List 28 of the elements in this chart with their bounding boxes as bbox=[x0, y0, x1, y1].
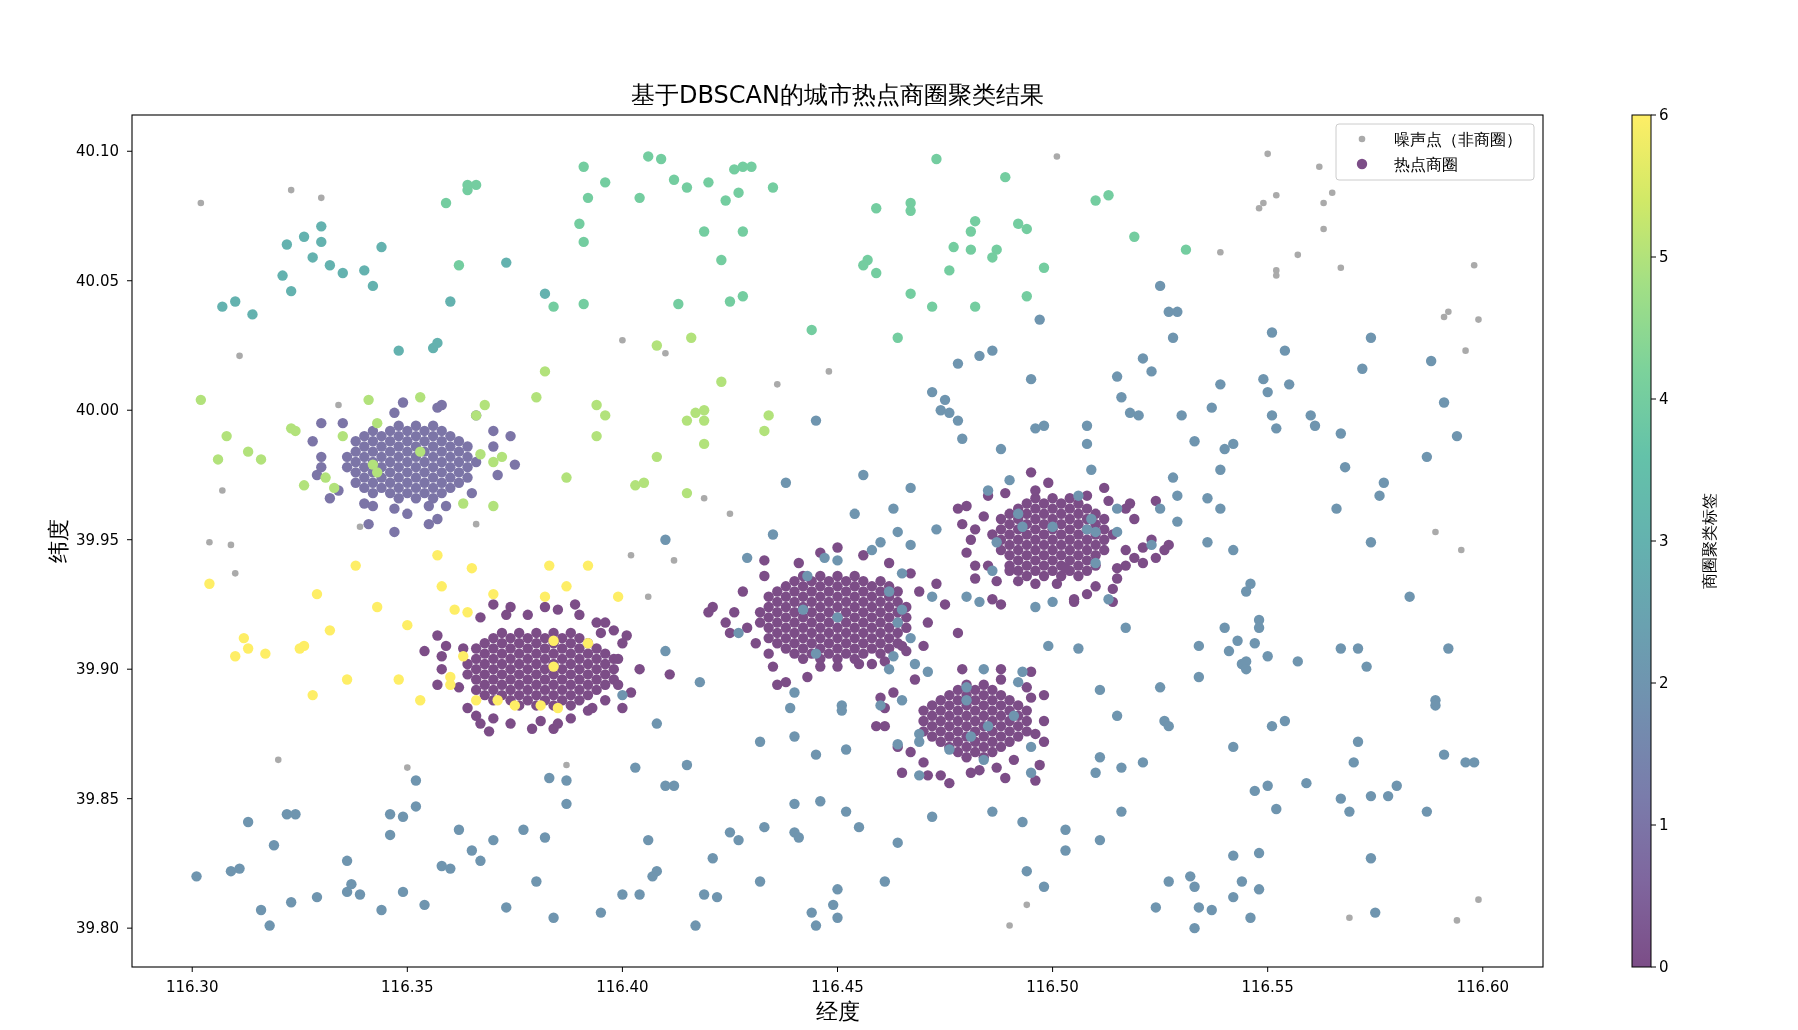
color-bar-title: 商圈聚类标签 bbox=[1700, 493, 1719, 589]
color-bar-label: 6 bbox=[1659, 106, 1669, 124]
color-bar-label: 5 bbox=[1659, 248, 1669, 266]
y-tick-label: 40.10 bbox=[76, 142, 119, 161]
x-tick-label: 116.50 bbox=[1026, 978, 1079, 996]
color-bar-label: 4 bbox=[1659, 390, 1669, 408]
chart-title: 基于DBSCAN的城市热点商圈聚类结果 bbox=[631, 81, 1044, 109]
legend-label: 热点商圈 bbox=[1394, 155, 1458, 174]
y-axis-title: 纬度 bbox=[46, 519, 71, 563]
y-tick-label: 40.00 bbox=[76, 401, 119, 420]
y-tick-label: 40.05 bbox=[76, 271, 119, 290]
x-tick-label: 116.35 bbox=[381, 978, 434, 996]
y-tick-label: 39.80 bbox=[76, 919, 119, 938]
x-tick-label: 116.45 bbox=[811, 978, 864, 996]
colorbar: 0 1 2 3 4 5 6 商圈聚类标签 bbox=[1631, 106, 1719, 976]
x-tick-label: 116.55 bbox=[1241, 978, 1294, 996]
x-axis-title: 经度 bbox=[815, 999, 860, 1024]
color-bar-label: 1 bbox=[1659, 816, 1669, 834]
color-bar-label: 3 bbox=[1659, 532, 1669, 550]
legend-label: 噪声点（非商圈） bbox=[1394, 130, 1522, 149]
x-tick-label: 116.30 bbox=[165, 978, 219, 996]
x-tick-label: 116.40 bbox=[596, 978, 649, 996]
y-tick-label: 39.95 bbox=[76, 530, 119, 549]
x-tick-label: 116.60 bbox=[1456, 978, 1510, 996]
y-tick-label: 39.85 bbox=[76, 789, 119, 808]
color-bar-label: 2 bbox=[1659, 674, 1669, 692]
y-tick-label: 39.90 bbox=[76, 660, 119, 679]
color-bar-label: 0 bbox=[1659, 958, 1669, 976]
